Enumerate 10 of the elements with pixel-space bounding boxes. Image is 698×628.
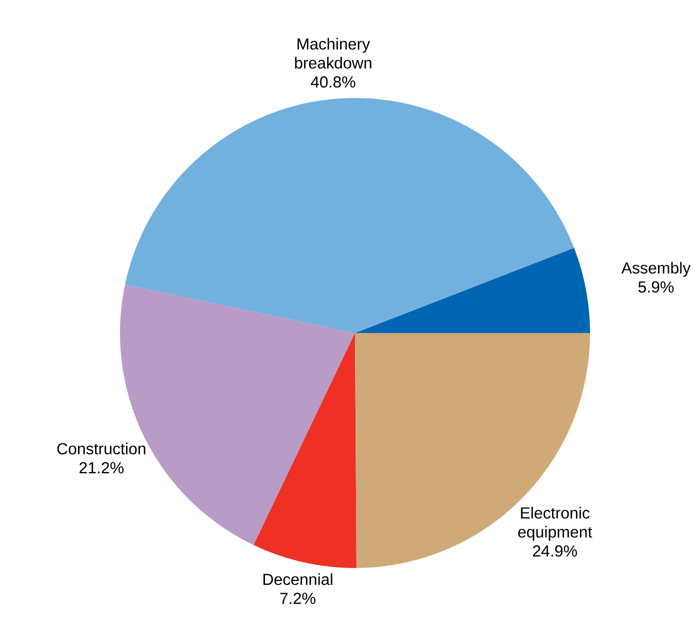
data-label: 7.2% [280, 592, 316, 604]
data-label: 5.9% [638, 281, 674, 293]
data-label: 21.2% [80, 462, 124, 474]
data-label: 40.8% [310, 76, 356, 88]
data-label: 24.9% [532, 545, 577, 557]
slice-label: Machinery breakdown [295, 38, 372, 69]
slice-label: Construction [57, 442, 146, 454]
slice-label: Electronic equipment [518, 506, 592, 541]
slice-label: Assembly [621, 262, 691, 277]
slice-label: Decennial [263, 573, 332, 586]
